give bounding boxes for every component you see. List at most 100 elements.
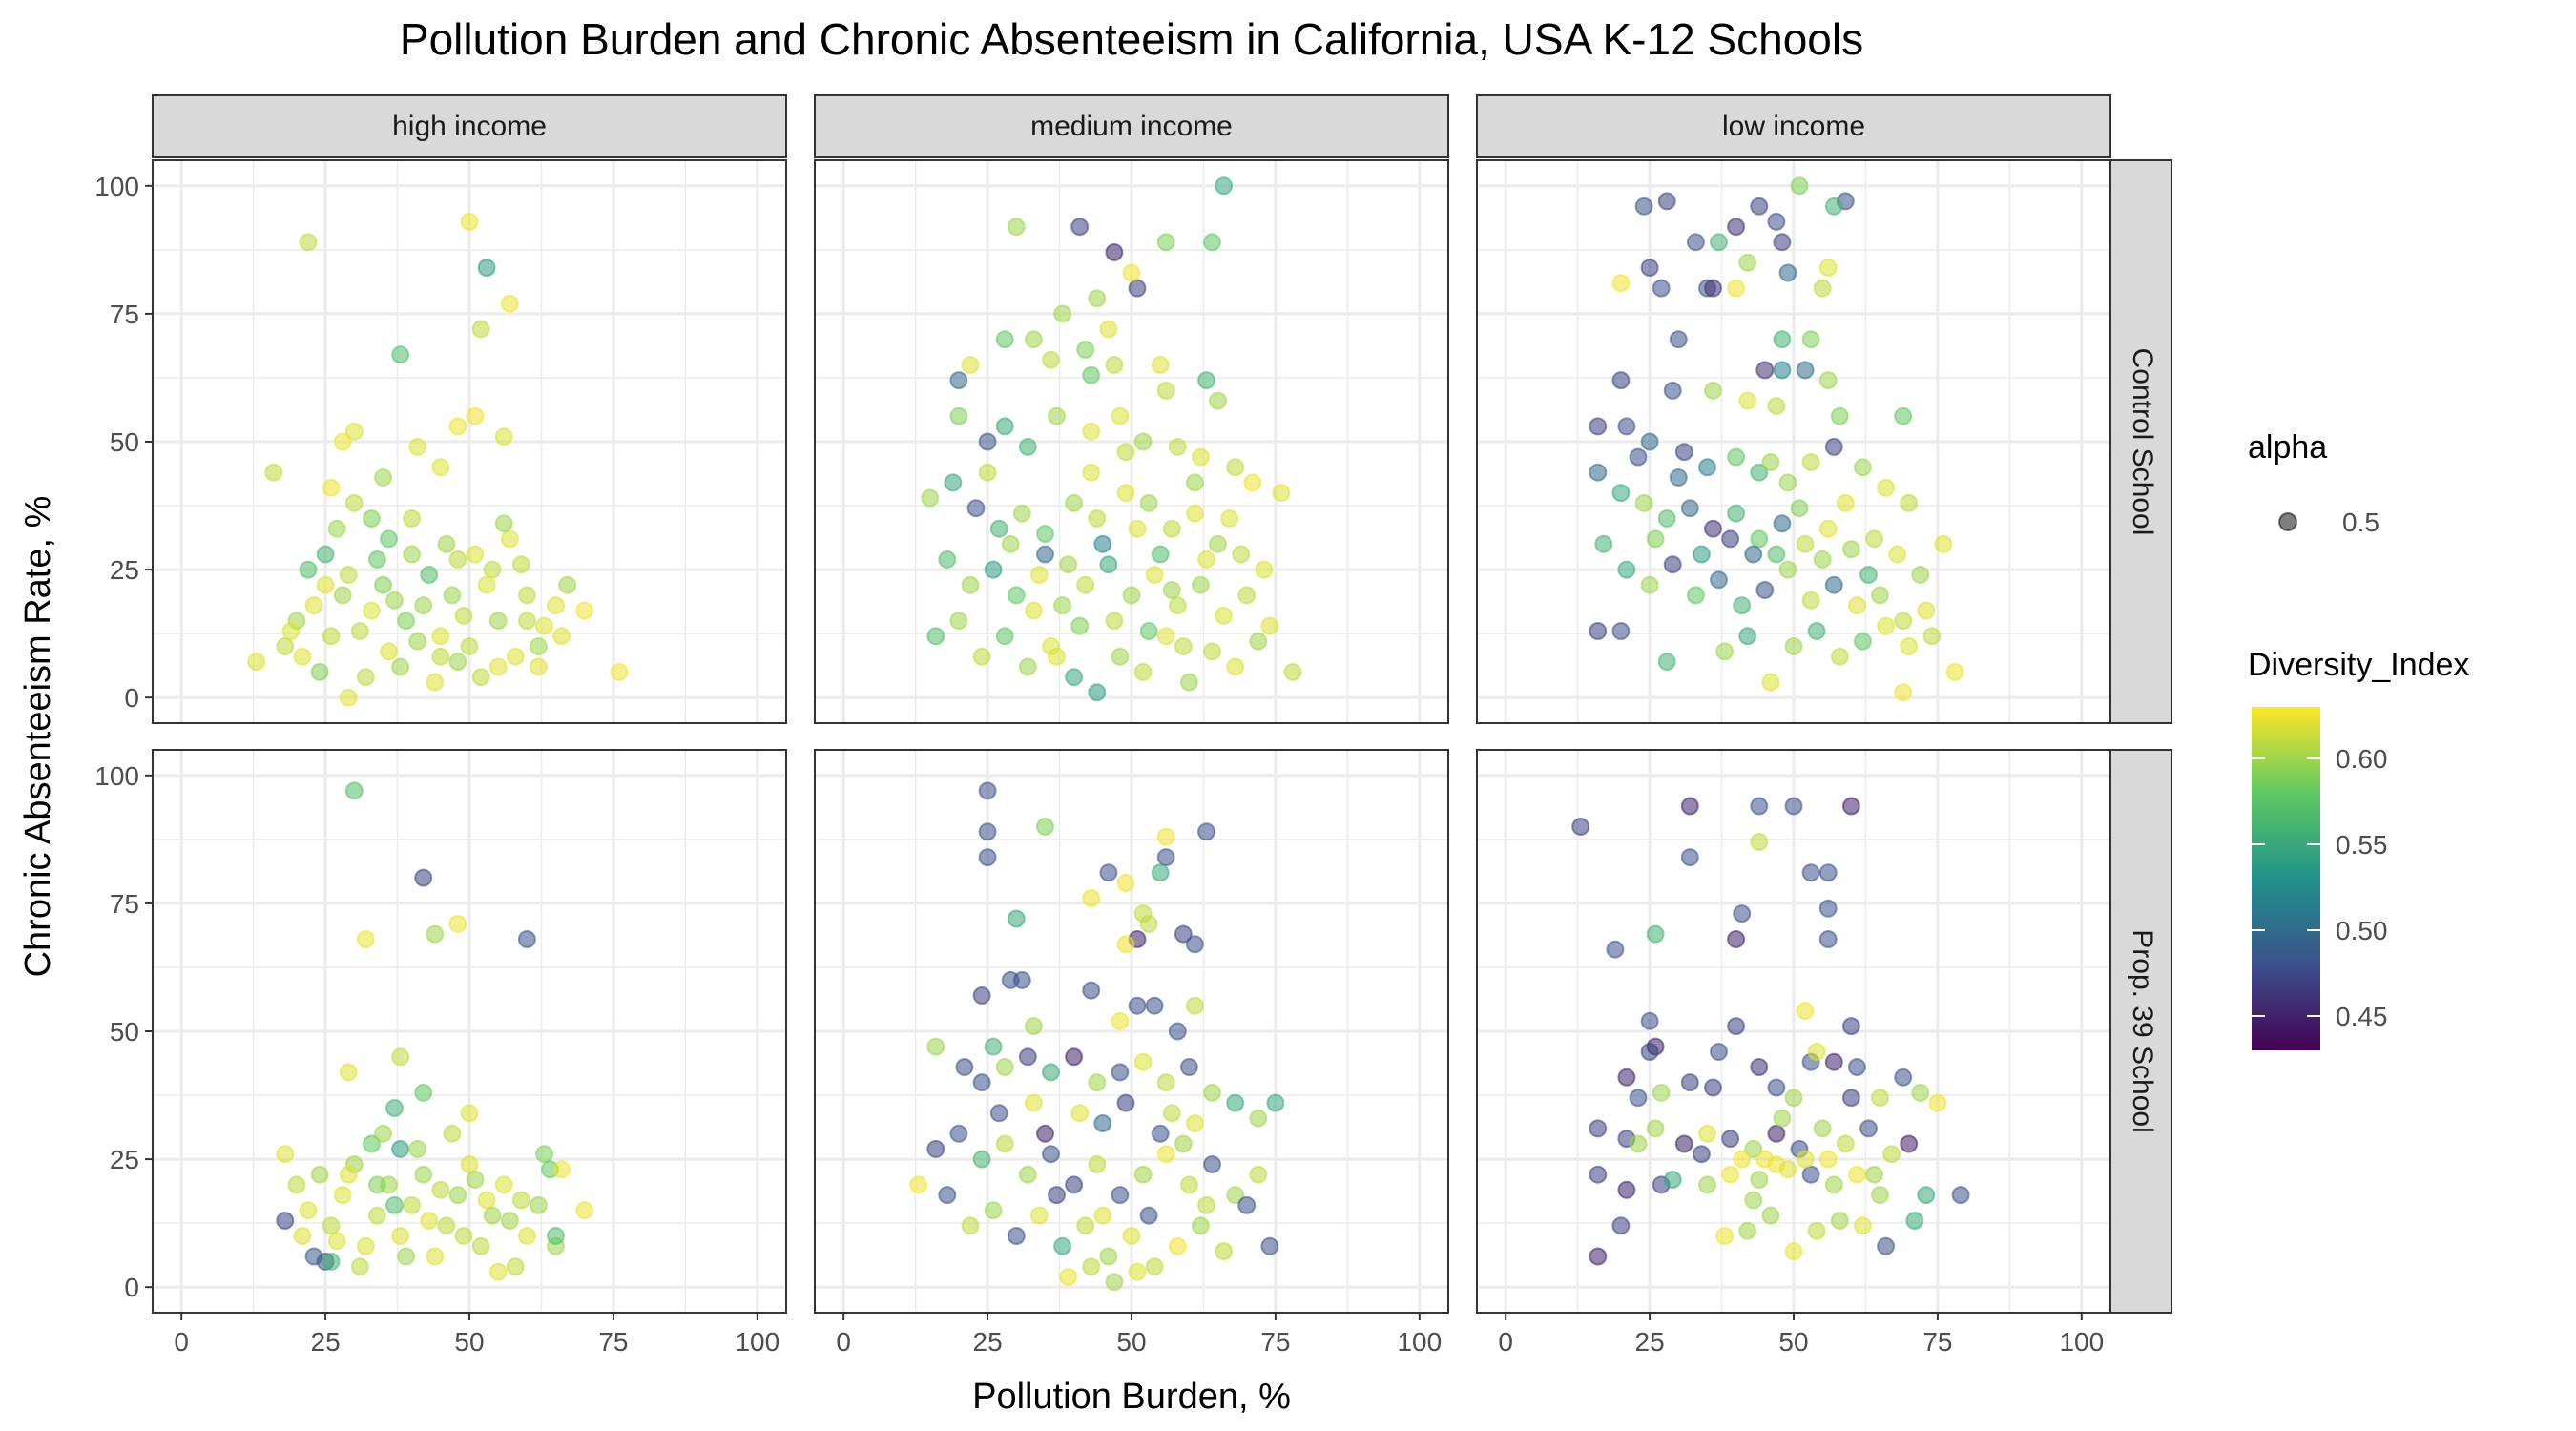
data-point (1070, 1104, 1090, 1123)
y-tick-label: 100 (94, 172, 139, 201)
data-point (1646, 1119, 1665, 1138)
data-point (552, 1160, 571, 1179)
data-point (1053, 304, 1072, 323)
data-point (1082, 1257, 1101, 1276)
data-point (529, 637, 548, 655)
data-point (1617, 1180, 1636, 1199)
data-point (339, 1063, 358, 1082)
data-point (1905, 1212, 1924, 1230)
data-point (1652, 1083, 1671, 1102)
x-tick-label: 0 (174, 1327, 189, 1357)
data-point (1589, 1165, 1608, 1184)
x-tick-label: 50 (1116, 1327, 1146, 1357)
data-point (1168, 1022, 1187, 1041)
data-point (552, 627, 571, 646)
data-point (1105, 243, 1124, 261)
data-point (420, 566, 439, 584)
data-point (961, 575, 980, 594)
data-point (1698, 458, 1716, 477)
data-point (1209, 391, 1227, 410)
data-point (1778, 473, 1797, 492)
data-point (414, 868, 433, 887)
data-point (1801, 1165, 1820, 1184)
data-point (488, 657, 508, 676)
data-point (1738, 627, 1757, 646)
data-point (955, 1058, 974, 1076)
data-point (1099, 1247, 1118, 1266)
y-tick-label: 50 (110, 427, 139, 457)
data-point (1877, 616, 1896, 635)
data-point (1859, 566, 1878, 584)
data-point (1145, 566, 1164, 584)
data-point (391, 1139, 410, 1158)
data-point (1611, 1216, 1631, 1235)
data-point (1029, 1206, 1049, 1225)
data-point (1215, 1242, 1234, 1261)
data-point (1111, 1063, 1130, 1082)
data-point (500, 529, 519, 549)
data-point (1790, 499, 1809, 518)
data-point (1841, 540, 1860, 559)
colorbar-tick-label: 0.45 (2336, 1002, 2388, 1031)
data-point (1162, 581, 1181, 599)
data-point (426, 1247, 445, 1266)
data-point (431, 1180, 450, 1199)
data-point (1847, 1165, 1866, 1184)
y-tick-label: 100 (94, 761, 139, 791)
data-point (1865, 529, 1883, 549)
data-point (1761, 1206, 1780, 1225)
data-point (1824, 197, 1843, 216)
data-point (443, 586, 462, 605)
data-point (1059, 1268, 1078, 1286)
data-point (1226, 1186, 1245, 1205)
data-point (1088, 509, 1107, 528)
alpha-legend-key (2278, 512, 2297, 531)
data-point (299, 233, 318, 252)
y-tick-label: 25 (110, 555, 139, 585)
x-tick-label: 0 (1498, 1327, 1513, 1357)
data-point (1191, 1216, 1210, 1235)
data-point (1663, 1171, 1682, 1189)
data-point (466, 406, 485, 425)
data-point (1750, 529, 1769, 549)
data-point (1818, 259, 1838, 278)
data-point (1634, 197, 1653, 216)
data-point (1853, 1216, 1872, 1235)
data-point (1093, 1206, 1112, 1225)
data-point (1796, 534, 1815, 553)
data-point (1007, 909, 1026, 928)
data-point (1156, 848, 1175, 867)
data-point (989, 519, 1008, 538)
data-point (1111, 406, 1130, 425)
data-point (339, 1165, 358, 1184)
data-point (995, 330, 1014, 349)
data-point (276, 1145, 295, 1164)
data-point (1018, 657, 1037, 676)
data-point (1657, 653, 1676, 672)
data-point (547, 1227, 565, 1245)
data-point (1900, 637, 1919, 655)
data-point (1801, 453, 1820, 471)
data-point (938, 550, 957, 569)
data-point (1634, 493, 1653, 512)
data-point (1048, 1186, 1066, 1205)
data-point (972, 1073, 991, 1092)
data-point (374, 575, 392, 594)
y-tick-label: 50 (110, 1017, 139, 1047)
data-point (517, 586, 536, 605)
data-point (1053, 596, 1072, 615)
data-point (1813, 550, 1832, 569)
data-point (1750, 1058, 1769, 1076)
data-point (1024, 601, 1043, 620)
data-point (426, 924, 445, 944)
data-point (362, 509, 381, 528)
data-point (1813, 279, 1832, 298)
data-point (1203, 233, 1221, 252)
data-point (1133, 1165, 1153, 1184)
data-point (978, 848, 997, 867)
data-point (477, 575, 496, 594)
data-point (1790, 176, 1809, 196)
data-point (1928, 1093, 1947, 1112)
data-point (1710, 1043, 1728, 1061)
data-point (1818, 863, 1838, 882)
